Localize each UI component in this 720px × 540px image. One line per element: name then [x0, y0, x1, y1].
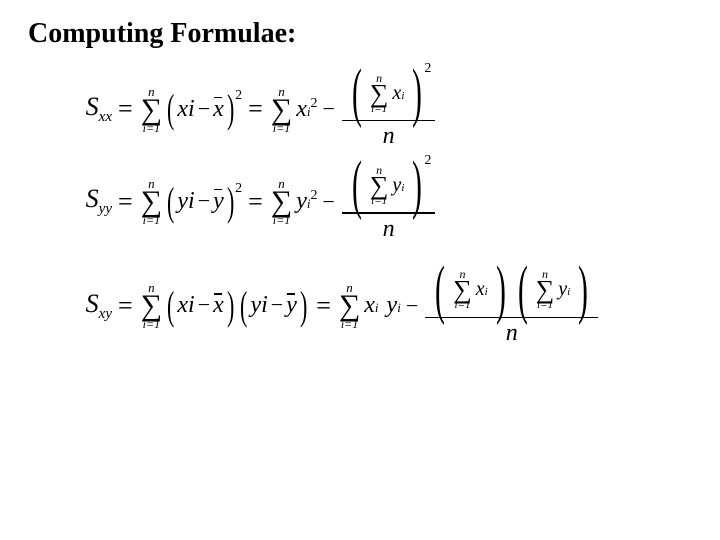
equals-icon: =	[248, 94, 263, 124]
lhs-sxy: Sxy	[68, 289, 112, 323]
sum-icon: n ∑ i=1	[141, 177, 162, 226]
equals-icon: =	[118, 291, 133, 321]
minus-icon: −	[322, 189, 334, 215]
paren-group: ( xi − x )	[164, 290, 237, 322]
paren-group: ( yi − y )	[237, 290, 310, 322]
sum-icon: n ∑ i=1	[141, 85, 162, 134]
lhs-syy: Syy	[68, 184, 112, 218]
formula-sxx: Sxx = n ∑ i=1 ( xi − x ) 2 = n ∑	[68, 68, 692, 150]
term: xi yi	[364, 292, 401, 319]
term: xi2	[296, 96, 317, 123]
minus-icon: −	[322, 96, 334, 122]
equals-icon: =	[118, 94, 133, 124]
sum-icon: n ∑ i=1	[271, 177, 292, 226]
sum-icon: n ∑ i=1	[339, 281, 360, 330]
formula-sxy: Sxy = n ∑ i=1 ( xi − x ) ( yi	[68, 265, 692, 347]
equals-icon: =	[118, 187, 133, 217]
sum-icon: n ∑ i=1	[141, 281, 162, 330]
sum-icon: n ∑ i=1	[271, 85, 292, 134]
lhs-sxx: Sxx	[68, 92, 112, 126]
fraction: ( n ∑ i=1 yi ) 2 n	[342, 160, 435, 242]
term: yi2	[296, 188, 317, 215]
equals-icon: =	[248, 187, 263, 217]
page-title: Computing Formulae:	[28, 18, 692, 50]
paren-group: ( xi − x )	[164, 93, 237, 125]
minus-icon: −	[406, 293, 418, 319]
equals-icon: =	[316, 291, 331, 321]
paren-group: ( yi − y )	[164, 186, 237, 218]
formula-syy: Syy = n ∑ i=1 ( yi − y ) 2 = n ∑	[68, 160, 692, 242]
fraction: ( n ∑ i=1 xi ) 2 n	[342, 68, 435, 150]
formula-list: Sxx = n ∑ i=1 ( xi − x ) 2 = n ∑	[28, 68, 692, 347]
fraction: ( n ∑ i=1 xi ) (	[425, 265, 598, 347]
